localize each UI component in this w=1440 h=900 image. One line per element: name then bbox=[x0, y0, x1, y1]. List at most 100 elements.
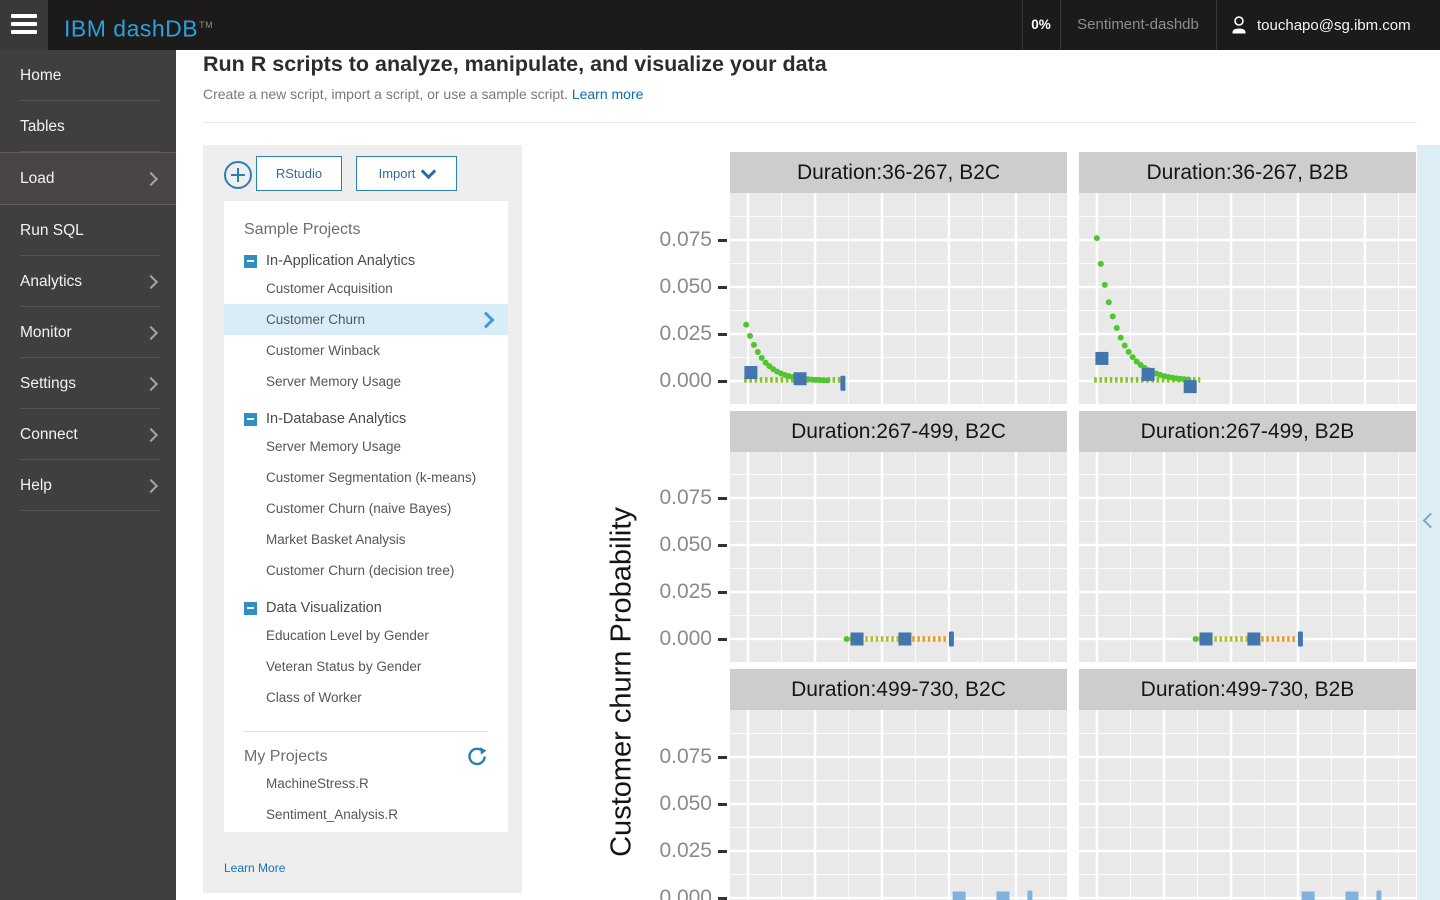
chevron-down-icon bbox=[421, 163, 437, 180]
project-item[interactable]: Server Memory Usage bbox=[266, 439, 402, 454]
sidebar-nav: Home Tables Load Run SQL Analytics Monit… bbox=[0, 50, 176, 900]
collapse-icon[interactable] bbox=[244, 601, 257, 615]
user-email: touchapo@sg.ibm.com bbox=[1257, 16, 1411, 34]
sidebar-item-label: Analytics bbox=[20, 272, 83, 290]
hamburger-menu-icon[interactable] bbox=[0, 0, 48, 50]
main-content: Run R scripts to analyze, manipulate, an… bbox=[176, 50, 1440, 900]
facet-strip: Duration:36-267, B2C bbox=[730, 152, 1067, 193]
project-item[interactable]: Class of Worker bbox=[266, 690, 362, 705]
project-item[interactable]: Customer Churn (decision tree) bbox=[266, 563, 455, 578]
y-tick-label: 0.000 bbox=[522, 369, 727, 393]
import-button[interactable]: Import bbox=[356, 156, 457, 191]
y-tick-label: 0.075 bbox=[522, 745, 727, 769]
chart-area: Customer churn Probability Duration:36-2… bbox=[522, 140, 1417, 900]
group-data-visualization: Data Visualization bbox=[244, 600, 508, 616]
y-tick-label: 0.050 bbox=[522, 792, 727, 816]
sidebar-item-help[interactable]: Help bbox=[0, 460, 176, 511]
rstudio-button[interactable]: RStudio bbox=[256, 156, 342, 191]
sidebar-item-settings[interactable]: Settings bbox=[0, 358, 176, 409]
chevron-right-icon bbox=[143, 376, 159, 391]
project-item-selected[interactable]: Customer Churn bbox=[224, 304, 508, 335]
sidebar-item-label: Monitor bbox=[20, 323, 72, 341]
y-tick-mark bbox=[718, 496, 727, 500]
sidebar-item-home[interactable]: Home bbox=[0, 50, 176, 101]
facet-panel bbox=[730, 193, 1067, 405]
chevron-right-icon bbox=[143, 171, 159, 186]
collapse-panel-handle[interactable] bbox=[1417, 145, 1440, 900]
add-script-button[interactable] bbox=[224, 161, 252, 189]
facet-duration-499-730-b2b: Duration:499-730, B2B bbox=[1079, 669, 1416, 900]
capacity-percent[interactable]: 0% bbox=[1031, 17, 1051, 32]
topbar-divider bbox=[1022, 0, 1023, 50]
project-item[interactable]: Server Memory Usage bbox=[266, 374, 402, 389]
group-label: In-Database Analytics bbox=[266, 411, 407, 427]
sidebar-item-run-sql[interactable]: Run SQL bbox=[0, 205, 176, 256]
y-tick-mark bbox=[718, 896, 727, 900]
chevron-right-icon bbox=[143, 427, 159, 442]
y-tick-mark bbox=[718, 543, 727, 547]
y-tick-mark bbox=[718, 637, 727, 641]
y-tick-mark bbox=[718, 285, 727, 289]
y-tick-mark bbox=[718, 590, 727, 594]
learn-more-link[interactable]: Learn more bbox=[571, 86, 644, 102]
sidebar-item-label: Connect bbox=[20, 425, 78, 443]
person-icon bbox=[1232, 16, 1246, 34]
y-tick-label: 0.075 bbox=[522, 486, 727, 510]
y-tick-label: 0.000 bbox=[522, 886, 727, 900]
my-project-item[interactable]: MachineStress.R bbox=[266, 776, 369, 791]
y-tick-label: 0.025 bbox=[522, 839, 727, 863]
facet-panel bbox=[1079, 193, 1416, 405]
group-in-database-analytics: In-Database Analytics bbox=[244, 411, 508, 427]
group-label: Data Visualization bbox=[266, 600, 382, 616]
group-in-application-analytics: In-Application Analytics bbox=[244, 253, 508, 269]
y-tick-label: 0.000 bbox=[522, 627, 727, 651]
sidebar-item-label: Home bbox=[20, 66, 62, 84]
chevron-right-icon bbox=[143, 274, 159, 289]
topbar-divider bbox=[1216, 0, 1217, 50]
header-divider bbox=[203, 122, 1417, 123]
chevron-left-icon bbox=[1422, 512, 1439, 529]
y-tick-label: 0.075 bbox=[522, 228, 727, 252]
panel-learn-more-link[interactable]: Learn More bbox=[224, 861, 286, 875]
scripts-panel: RStudio Import Sample Projects In-Applic… bbox=[203, 145, 522, 893]
logo-tm: TM bbox=[199, 20, 214, 30]
project-item[interactable]: Market Basket Analysis bbox=[266, 532, 406, 547]
my-project-item[interactable]: Sentiment_Analysis.R bbox=[266, 807, 399, 822]
project-item[interactable]: Customer Churn (naive Bayes) bbox=[266, 501, 452, 516]
projects-card: Sample Projects In-Application Analytics… bbox=[224, 201, 508, 832]
app-logo: IBM dashDBTM bbox=[64, 0, 213, 50]
page-subtitle-text: Create a new script, import a script, or… bbox=[203, 86, 568, 102]
group-label: In-Application Analytics bbox=[266, 253, 416, 269]
project-item[interactable]: Customer Segmentation (k-means) bbox=[266, 470, 477, 485]
sidebar-item-connect[interactable]: Connect bbox=[0, 409, 176, 460]
sidebar-item-analytics[interactable]: Analytics bbox=[0, 256, 176, 307]
chevron-right-icon bbox=[143, 478, 159, 493]
facet-panel bbox=[1079, 452, 1416, 662]
top-bar: IBM dashDBTM 0% Sentiment-dashdb touchap… bbox=[0, 0, 1440, 50]
project-item[interactable]: Customer Acquisition bbox=[266, 281, 393, 296]
my-projects-title: My Projects bbox=[244, 748, 328, 765]
project-item[interactable]: Customer Winback bbox=[266, 343, 381, 358]
sidebar-item-label: Run SQL bbox=[20, 221, 84, 239]
user-menu[interactable]: touchapo@sg.ibm.com bbox=[1230, 0, 1411, 50]
sidebar-item-load[interactable]: Load bbox=[0, 152, 176, 205]
y-tick-label: 0.025 bbox=[522, 322, 727, 346]
sidebar-item-label: Load bbox=[20, 169, 55, 187]
database-name[interactable]: Sentiment-dashdb bbox=[1077, 16, 1199, 33]
refresh-icon[interactable] bbox=[466, 746, 488, 768]
collapse-icon[interactable] bbox=[244, 254, 257, 268]
chevron-right-icon bbox=[477, 311, 495, 329]
collapse-icon[interactable] bbox=[244, 412, 257, 426]
sidebar-item-tables[interactable]: Tables bbox=[0, 101, 176, 152]
logo-text: IBM dashDB bbox=[64, 15, 199, 42]
facet-strip: Duration:267-499, B2C bbox=[730, 411, 1067, 452]
project-item[interactable]: Veteran Status by Gender bbox=[266, 659, 422, 674]
card-divider bbox=[244, 731, 488, 732]
facet-strip: Duration:499-730, B2B bbox=[1079, 669, 1416, 710]
facet-duration-267-499-b2c: Duration:267-499, B2C bbox=[730, 411, 1067, 662]
y-tick-label: 0.050 bbox=[522, 275, 727, 299]
project-item[interactable]: Education Level by Gender bbox=[266, 628, 429, 643]
facet-strip: Duration:36-267, B2B bbox=[1079, 152, 1416, 193]
sidebar-item-label: Help bbox=[20, 476, 52, 494]
sidebar-item-monitor[interactable]: Monitor bbox=[0, 307, 176, 358]
